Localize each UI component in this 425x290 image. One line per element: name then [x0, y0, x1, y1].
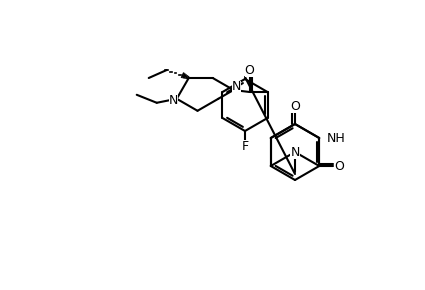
Text: N: N [169, 94, 178, 107]
Text: F: F [241, 139, 249, 153]
Text: O: O [334, 160, 344, 173]
Text: O: O [244, 64, 255, 77]
Text: N: N [232, 81, 241, 93]
Text: N: N [290, 146, 300, 159]
Text: O: O [290, 99, 300, 113]
Text: NH: NH [327, 131, 346, 144]
